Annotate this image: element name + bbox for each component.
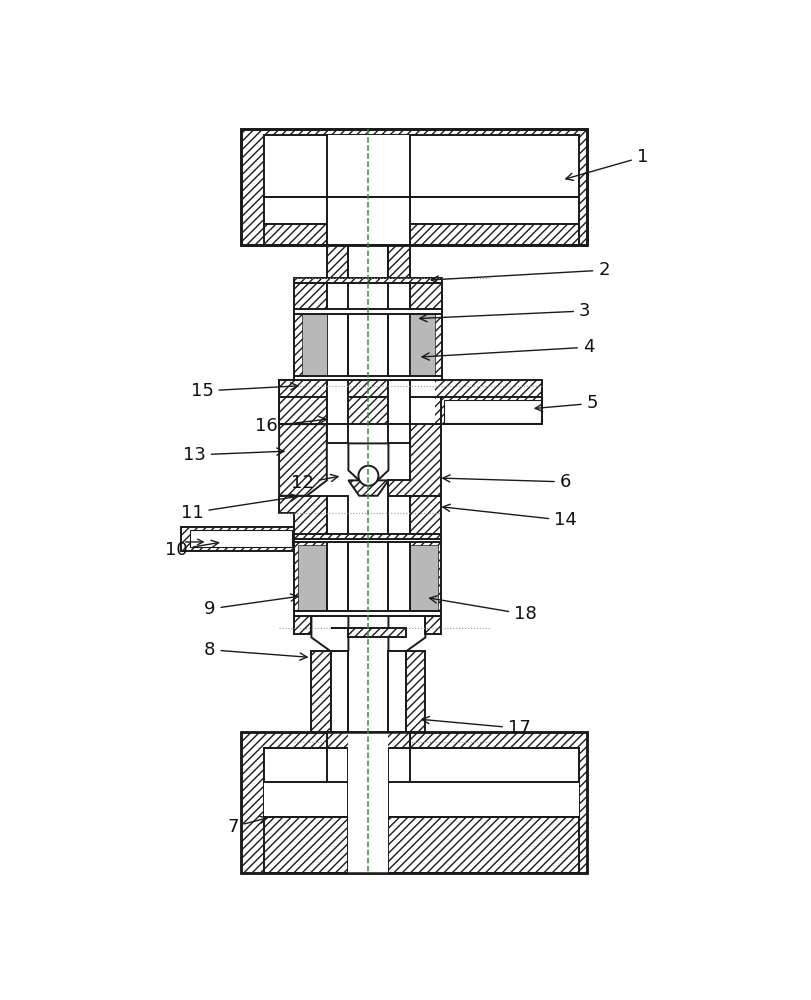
- Polygon shape: [440, 397, 542, 424]
- Polygon shape: [240, 129, 586, 245]
- Text: 8: 8: [204, 641, 307, 660]
- Polygon shape: [410, 748, 579, 782]
- Polygon shape: [425, 616, 440, 634]
- Polygon shape: [279, 380, 542, 424]
- Polygon shape: [294, 542, 326, 611]
- Polygon shape: [388, 424, 440, 496]
- Polygon shape: [388, 283, 410, 311]
- Polygon shape: [444, 400, 540, 423]
- Polygon shape: [388, 542, 410, 611]
- Polygon shape: [294, 534, 440, 542]
- Polygon shape: [294, 376, 442, 380]
- Polygon shape: [294, 611, 440, 616]
- Text: 7: 7: [227, 816, 267, 836]
- Polygon shape: [388, 616, 425, 651]
- Polygon shape: [410, 311, 442, 378]
- Polygon shape: [388, 311, 410, 378]
- Polygon shape: [388, 424, 410, 443]
- Polygon shape: [348, 443, 388, 480]
- Polygon shape: [264, 748, 326, 782]
- Polygon shape: [326, 424, 348, 443]
- Polygon shape: [302, 314, 326, 376]
- Polygon shape: [326, 732, 410, 748]
- Polygon shape: [388, 496, 410, 534]
- Text: 18: 18: [429, 596, 536, 623]
- Polygon shape: [326, 496, 348, 534]
- Text: 16: 16: [255, 417, 326, 435]
- Polygon shape: [279, 380, 326, 424]
- Polygon shape: [264, 197, 326, 224]
- Polygon shape: [264, 817, 579, 873]
- Polygon shape: [330, 628, 406, 637]
- Polygon shape: [297, 545, 326, 610]
- Polygon shape: [410, 283, 442, 311]
- Polygon shape: [388, 732, 410, 748]
- Text: 11: 11: [181, 494, 298, 522]
- Polygon shape: [264, 224, 326, 245]
- Polygon shape: [294, 616, 311, 634]
- Polygon shape: [326, 135, 410, 245]
- Polygon shape: [294, 309, 442, 314]
- Polygon shape: [410, 197, 579, 224]
- Text: 15: 15: [191, 382, 298, 400]
- Polygon shape: [294, 283, 326, 311]
- Polygon shape: [326, 245, 348, 283]
- Polygon shape: [180, 527, 294, 551]
- Text: 10: 10: [165, 540, 218, 559]
- Text: 12: 12: [290, 474, 337, 492]
- Polygon shape: [326, 732, 348, 748]
- Polygon shape: [326, 283, 348, 311]
- Text: 5: 5: [534, 394, 598, 412]
- Polygon shape: [348, 480, 388, 496]
- Polygon shape: [348, 732, 388, 873]
- Polygon shape: [410, 376, 434, 453]
- Text: 9: 9: [204, 594, 298, 618]
- Polygon shape: [294, 539, 440, 542]
- Polygon shape: [311, 616, 348, 651]
- Text: 6: 6: [442, 473, 570, 491]
- Text: 3: 3: [419, 302, 590, 322]
- Polygon shape: [410, 224, 579, 245]
- Polygon shape: [388, 496, 440, 534]
- Polygon shape: [264, 748, 579, 817]
- Polygon shape: [279, 496, 326, 534]
- Polygon shape: [279, 424, 326, 496]
- Polygon shape: [348, 245, 388, 283]
- Polygon shape: [410, 314, 434, 376]
- Polygon shape: [294, 278, 442, 283]
- Text: 13: 13: [182, 446, 284, 464]
- Polygon shape: [326, 380, 348, 424]
- Polygon shape: [190, 530, 292, 547]
- Text: 14: 14: [442, 504, 577, 529]
- Polygon shape: [330, 651, 348, 732]
- Polygon shape: [326, 311, 348, 378]
- Circle shape: [358, 466, 378, 486]
- Text: 17: 17: [422, 717, 530, 737]
- Polygon shape: [294, 311, 326, 378]
- Polygon shape: [264, 135, 579, 197]
- Polygon shape: [410, 545, 437, 610]
- Polygon shape: [406, 651, 425, 732]
- Polygon shape: [311, 651, 330, 732]
- Polygon shape: [410, 542, 440, 611]
- Polygon shape: [388, 651, 406, 732]
- Polygon shape: [348, 651, 388, 732]
- Polygon shape: [388, 245, 410, 283]
- Polygon shape: [264, 782, 579, 817]
- Polygon shape: [240, 732, 586, 873]
- Polygon shape: [388, 380, 410, 424]
- Text: 4: 4: [422, 338, 594, 360]
- Text: 1: 1: [565, 148, 647, 180]
- Polygon shape: [326, 542, 348, 611]
- Text: 2: 2: [431, 261, 609, 283]
